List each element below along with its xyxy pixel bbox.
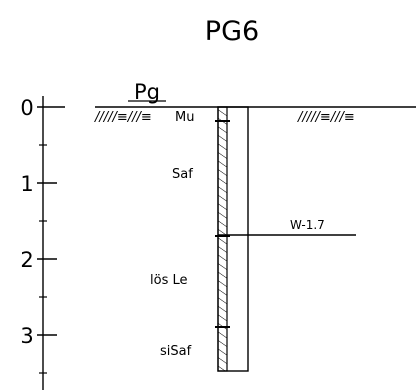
- layer-label-loes-le: lös Le: [150, 273, 187, 288]
- depth-label: 1: [20, 172, 33, 196]
- surface-symbol-left: /////≡///≡: [94, 110, 152, 125]
- surface-symbol-right: /////≡///≡: [297, 110, 355, 125]
- surface-hatch: /////≡///≡ /////≡///≡: [94, 110, 355, 125]
- layer-label-saf: Saf: [172, 167, 193, 182]
- layer-label-sisaf: siSaf: [160, 344, 192, 359]
- profile-title: PG6: [205, 16, 259, 47]
- depth-label: 0: [20, 96, 33, 120]
- depth-label: 2: [20, 248, 33, 272]
- hatched-strip: [217, 106, 228, 372]
- depth-label: 3: [20, 324, 33, 348]
- water-level-label: W-1.7: [290, 218, 325, 232]
- depth-axis: 0 1 2 3: [20, 96, 65, 390]
- layer-label-mu: Mu: [175, 110, 194, 125]
- probe-label: Pg: [134, 80, 160, 104]
